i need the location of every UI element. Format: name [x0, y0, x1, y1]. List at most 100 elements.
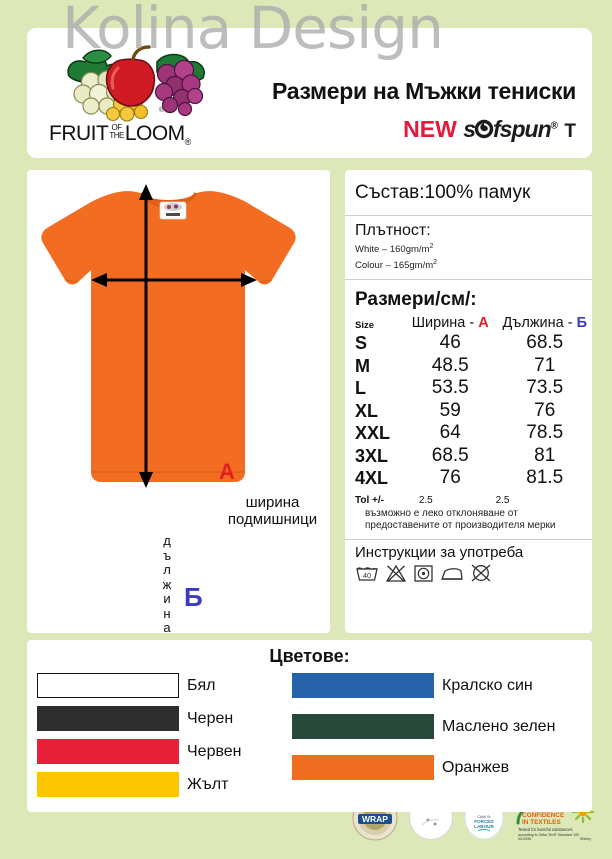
neck-label-icon	[159, 201, 187, 220]
density-white: White – 160gm/m2	[355, 243, 434, 256]
width-caption-line2: подмишници	[227, 511, 318, 528]
sofspun-brand: s fspun	[463, 116, 552, 142]
color-item: Черен	[37, 706, 242, 731]
col-header-width-letter: А	[478, 315, 489, 332]
color-swatch	[292, 714, 434, 739]
label-b-length: Б	[184, 582, 203, 612]
color-label: Червен	[187, 742, 242, 760]
svg-text:40: 40	[363, 571, 371, 580]
col-header-length-letter: Б	[576, 315, 588, 332]
do-not-dry-clean-icon	[471, 564, 491, 582]
color-label: Черен	[187, 709, 234, 727]
cell-length: 78.5	[526, 422, 564, 444]
colors-panel: Цветове: Бял Черен Червен Жълт Крал	[27, 640, 592, 812]
info-panel: Състав:100% памук Плътност: White – 160g…	[345, 170, 592, 633]
brand-the: THE	[109, 131, 124, 141]
tolerance-line: Tol +/- 2.5 2.5	[355, 495, 592, 506]
cell-width: 59	[439, 399, 461, 421]
cell-size: 3XL	[355, 445, 389, 466]
color-label: Маслено зелен	[442, 717, 556, 735]
cell-width: 48.5	[431, 354, 469, 376]
care-title: Инструкции за употреба	[355, 543, 524, 561]
fruit-of-the-loom-logo: ® FRUIT OF THELOOM®	[47, 36, 237, 154]
cell-width: 76	[439, 467, 461, 489]
color-label: Оранжев	[442, 758, 510, 776]
cell-width: 46	[439, 332, 461, 354]
svg-text:CONFIDENCE: CONFIDENCE	[522, 812, 565, 819]
tolerance-label: Tol +/-	[355, 494, 384, 506]
page-title: Размери на Мъжки тениски	[271, 78, 576, 104]
fruit-basket-icon: ®	[67, 45, 205, 122]
density-row: Плътност: White – 160gm/m2 Colour – 165g…	[345, 216, 592, 281]
color-item: Оранжев	[292, 755, 555, 780]
sofspun-registered-mark: ®	[550, 120, 558, 132]
cell-length: 73.5	[526, 377, 564, 399]
sofspun-s: s	[463, 116, 476, 142]
do-not-bleach-icon	[385, 564, 407, 582]
cell-length: 81	[534, 444, 556, 466]
cell-width: 64	[439, 422, 461, 444]
cell-size: 4XL	[355, 468, 389, 489]
cell-width: 68.5	[431, 444, 469, 466]
svg-text:according to Oeko-Tex® Standar: according to Oeko-Tex® Standard 100	[518, 833, 579, 837]
product-subtitle: NEW s fspun® T	[403, 116, 576, 143]
wash-40-icon: 40	[356, 567, 378, 581]
cell-length: 81.5	[526, 467, 564, 489]
iron-icon	[441, 567, 463, 580]
care-icon-row: 40	[355, 563, 592, 583]
color-swatch	[292, 673, 434, 698]
cell-size: S	[355, 333, 368, 354]
color-swatch	[292, 755, 434, 780]
cell-size: M	[355, 355, 370, 376]
svg-text:IN TEXTILES: IN TEXTILES	[522, 819, 561, 826]
table-row: M 48.5 71	[345, 355, 592, 378]
tumble-dry-icon	[414, 565, 433, 582]
colors-title: Цветове:	[269, 646, 350, 666]
header-panel: ® FRUIT OF THELOOM® Размери на Мъжки тенис…	[27, 28, 592, 158]
cell-size: XL	[355, 400, 379, 421]
density-title: Плътност:	[355, 222, 431, 239]
col-header-length: Дължина - Б	[502, 315, 588, 332]
svg-text:Shirley: Shirley	[580, 837, 591, 841]
colors-column-right: Кралско син Маслено зелен Оранжев	[292, 673, 555, 788]
table-row: L 53.5 73.5	[345, 377, 592, 400]
cell-width: 53.5	[431, 377, 469, 399]
sofspun-fspun: fspun	[493, 116, 552, 142]
table-row: XL 59 76	[345, 400, 592, 423]
color-swatch	[37, 772, 179, 797]
brand-fruit: FRUIT	[49, 122, 109, 145]
table-row: XXL 64 78.5	[345, 422, 592, 445]
cell-length: 68.5	[526, 332, 564, 354]
svg-text:Child Or: Child Or	[477, 815, 491, 819]
table-row: 4XL 76 81.5	[345, 467, 592, 490]
svg-text:00-0290: 00-0290	[518, 837, 531, 841]
width-caption: ширина подмишници	[190, 494, 355, 528]
tshirt-illustration	[41, 184, 296, 488]
color-item: Кралско син	[292, 673, 555, 698]
table-row: S 46 68.5	[345, 332, 592, 355]
new-badge: NEW	[403, 116, 457, 142]
col-header-width: Ширина - А	[411, 315, 489, 332]
table-header-row: Size Ширина - А Дължина - Б	[345, 315, 592, 332]
tolerance-width: 2.5	[418, 494, 433, 506]
color-item: Маслено зелен	[292, 714, 555, 739]
color-swatch	[37, 739, 179, 764]
product-suffix: T	[564, 121, 576, 142]
cell-size: XXL	[355, 423, 391, 444]
color-swatch	[37, 706, 179, 731]
color-label: Бял	[187, 676, 216, 694]
sizes-title: Размери/см/:	[355, 289, 477, 311]
color-item: Червен	[37, 739, 242, 764]
colors-column-left: Бял Черен Червен Жълт	[37, 673, 242, 805]
cell-length: 76	[534, 399, 556, 421]
svg-text:LABOUR: LABOUR	[474, 824, 494, 829]
cell-size: L	[355, 378, 366, 399]
composition-row: Състав:100% памук	[345, 170, 592, 216]
cell-length: 71	[534, 354, 556, 376]
color-label: Жълт	[187, 775, 229, 793]
svg-text:Tested for harmful substances: Tested for harmful substances	[518, 827, 573, 832]
spiral-o-icon	[474, 119, 494, 139]
